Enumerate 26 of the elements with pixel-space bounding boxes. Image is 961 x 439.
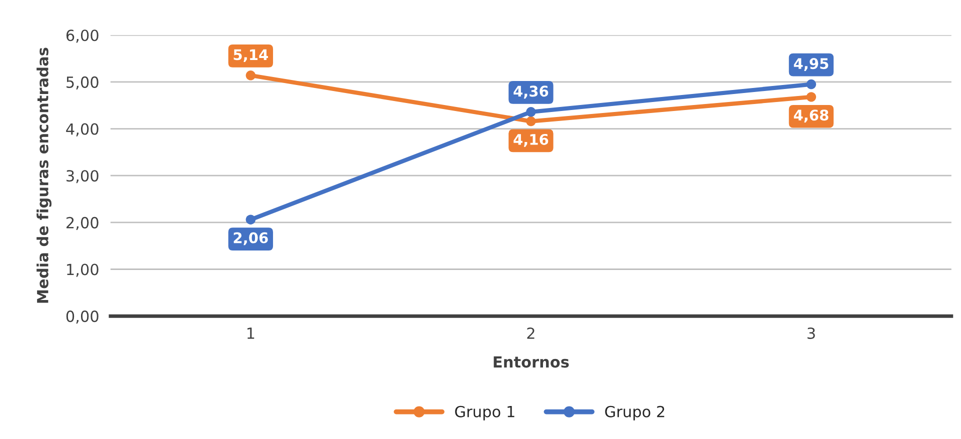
x-axis-title: Entornos — [494, 356, 569, 368]
data-label: 5,14 — [234, 49, 268, 62]
y-tick-label: 4,00 — [66, 123, 98, 136]
y-axis-title: Media de figuras encontradas — [36, 48, 52, 303]
legend-label: Grupo 2 — [605, 406, 664, 420]
point — [806, 92, 816, 102]
point — [246, 214, 256, 224]
y-tick-label: 5,00 — [66, 76, 98, 90]
data-label: 4,95 — [794, 58, 828, 71]
y-tick-label: 2,00 — [66, 216, 98, 230]
y-tick-label: 1,00 — [67, 264, 98, 277]
x-tick-label: 3 — [808, 327, 815, 340]
data-label: 4,36 — [514, 86, 548, 99]
point — [526, 116, 536, 126]
point — [246, 70, 256, 80]
data-label: 4,68 — [794, 110, 828, 122]
data-label: 2,06 — [234, 232, 268, 246]
x-tick-label: 2 — [527, 327, 534, 339]
point — [526, 107, 536, 117]
x-tick-label: 1 — [247, 328, 254, 339]
y-tick-label: 3,00 — [66, 170, 98, 184]
y-tick-label: 0,00 — [66, 310, 98, 324]
data-label: 4,16 — [514, 134, 548, 147]
legend-label: Grupo 1 — [455, 406, 514, 420]
y-tick-label: 6,00 — [66, 30, 98, 43]
point — [806, 79, 816, 90]
